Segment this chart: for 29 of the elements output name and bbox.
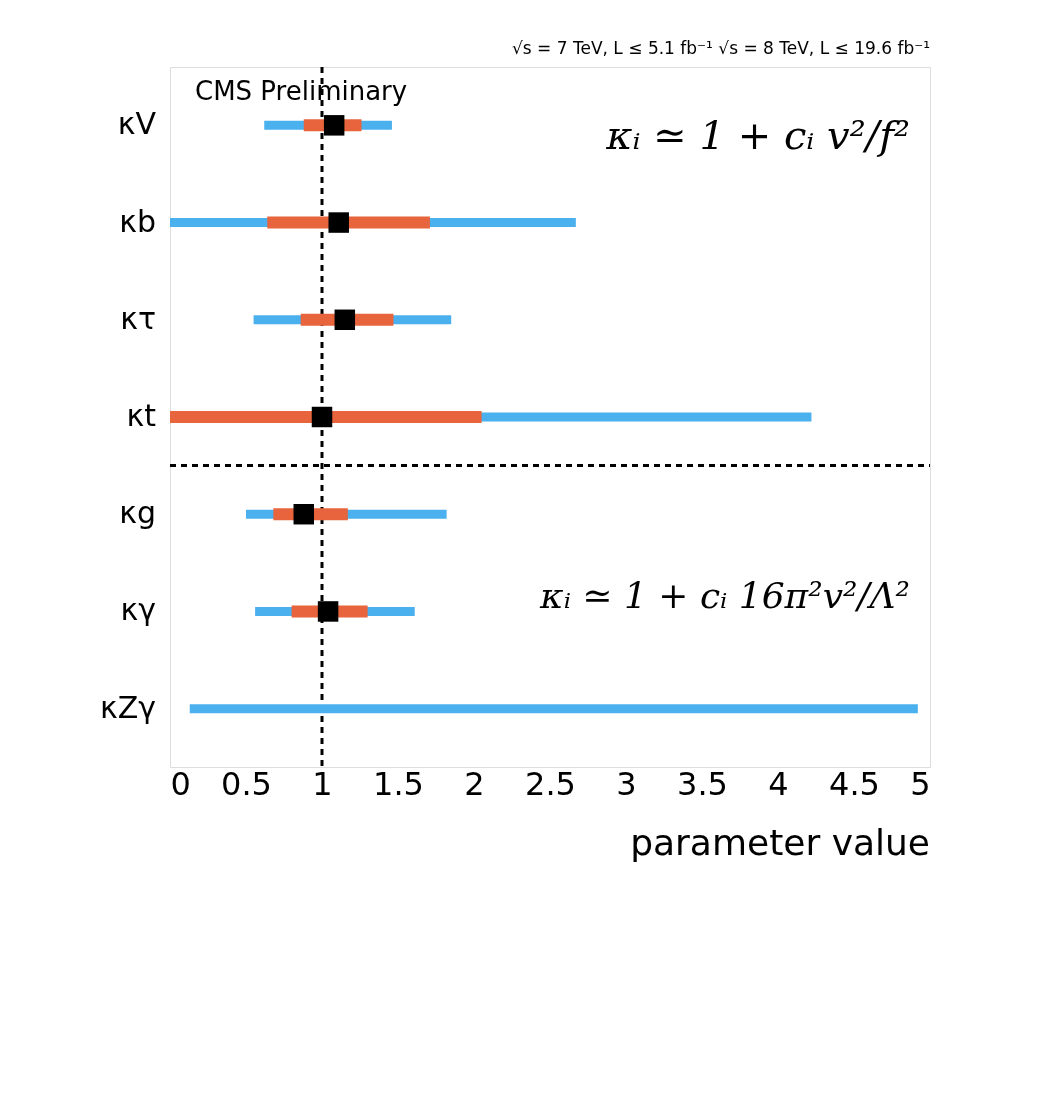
annotation: CMS Preliminary	[195, 76, 408, 106]
x-tick-label: 2	[464, 764, 485, 803]
y-tick-label: κV	[117, 106, 157, 142]
point	[311, 406, 333, 428]
y-tick-label: κτ	[120, 300, 156, 336]
x-tick-label: 4	[768, 764, 789, 803]
annotation: κᵢ ≃ 1 + cᵢ 16π²v²/Λ²	[539, 575, 910, 616]
x-tick-label: 1.5	[373, 764, 424, 803]
x-tick-label: 3.5	[677, 764, 728, 803]
x-tick-label: 3	[616, 764, 637, 803]
y-tick-label: κt	[126, 398, 157, 433]
x-tick-label: 0	[170, 764, 191, 803]
y-tick-label: κg	[119, 495, 156, 531]
point	[317, 601, 339, 622]
x-tick-label: 2.5	[525, 764, 576, 803]
x-tick-label: 5	[910, 764, 931, 803]
x-axis-title: parameter value	[630, 822, 930, 863]
annotation: κᵢ ≃ 1 + cᵢ v²/f²	[605, 112, 910, 158]
point	[328, 212, 349, 233]
text: √s = 7 TeV, L ≤ 5.1 fb⁻¹ √s = 8 TeV, L ≤ 19.6 fb⁻¹	[512, 38, 930, 58]
point	[334, 309, 356, 331]
x-tick-label: 1	[312, 764, 333, 803]
y-tick-label: κb	[119, 203, 156, 239]
x-tick-label: 0.5	[221, 764, 272, 803]
point	[293, 503, 315, 525]
x-tick-label: 4.5	[829, 764, 880, 803]
y-tick-label: κZγ	[100, 689, 156, 725]
y-tick-label: κγ	[120, 592, 156, 628]
point	[323, 115, 345, 136]
